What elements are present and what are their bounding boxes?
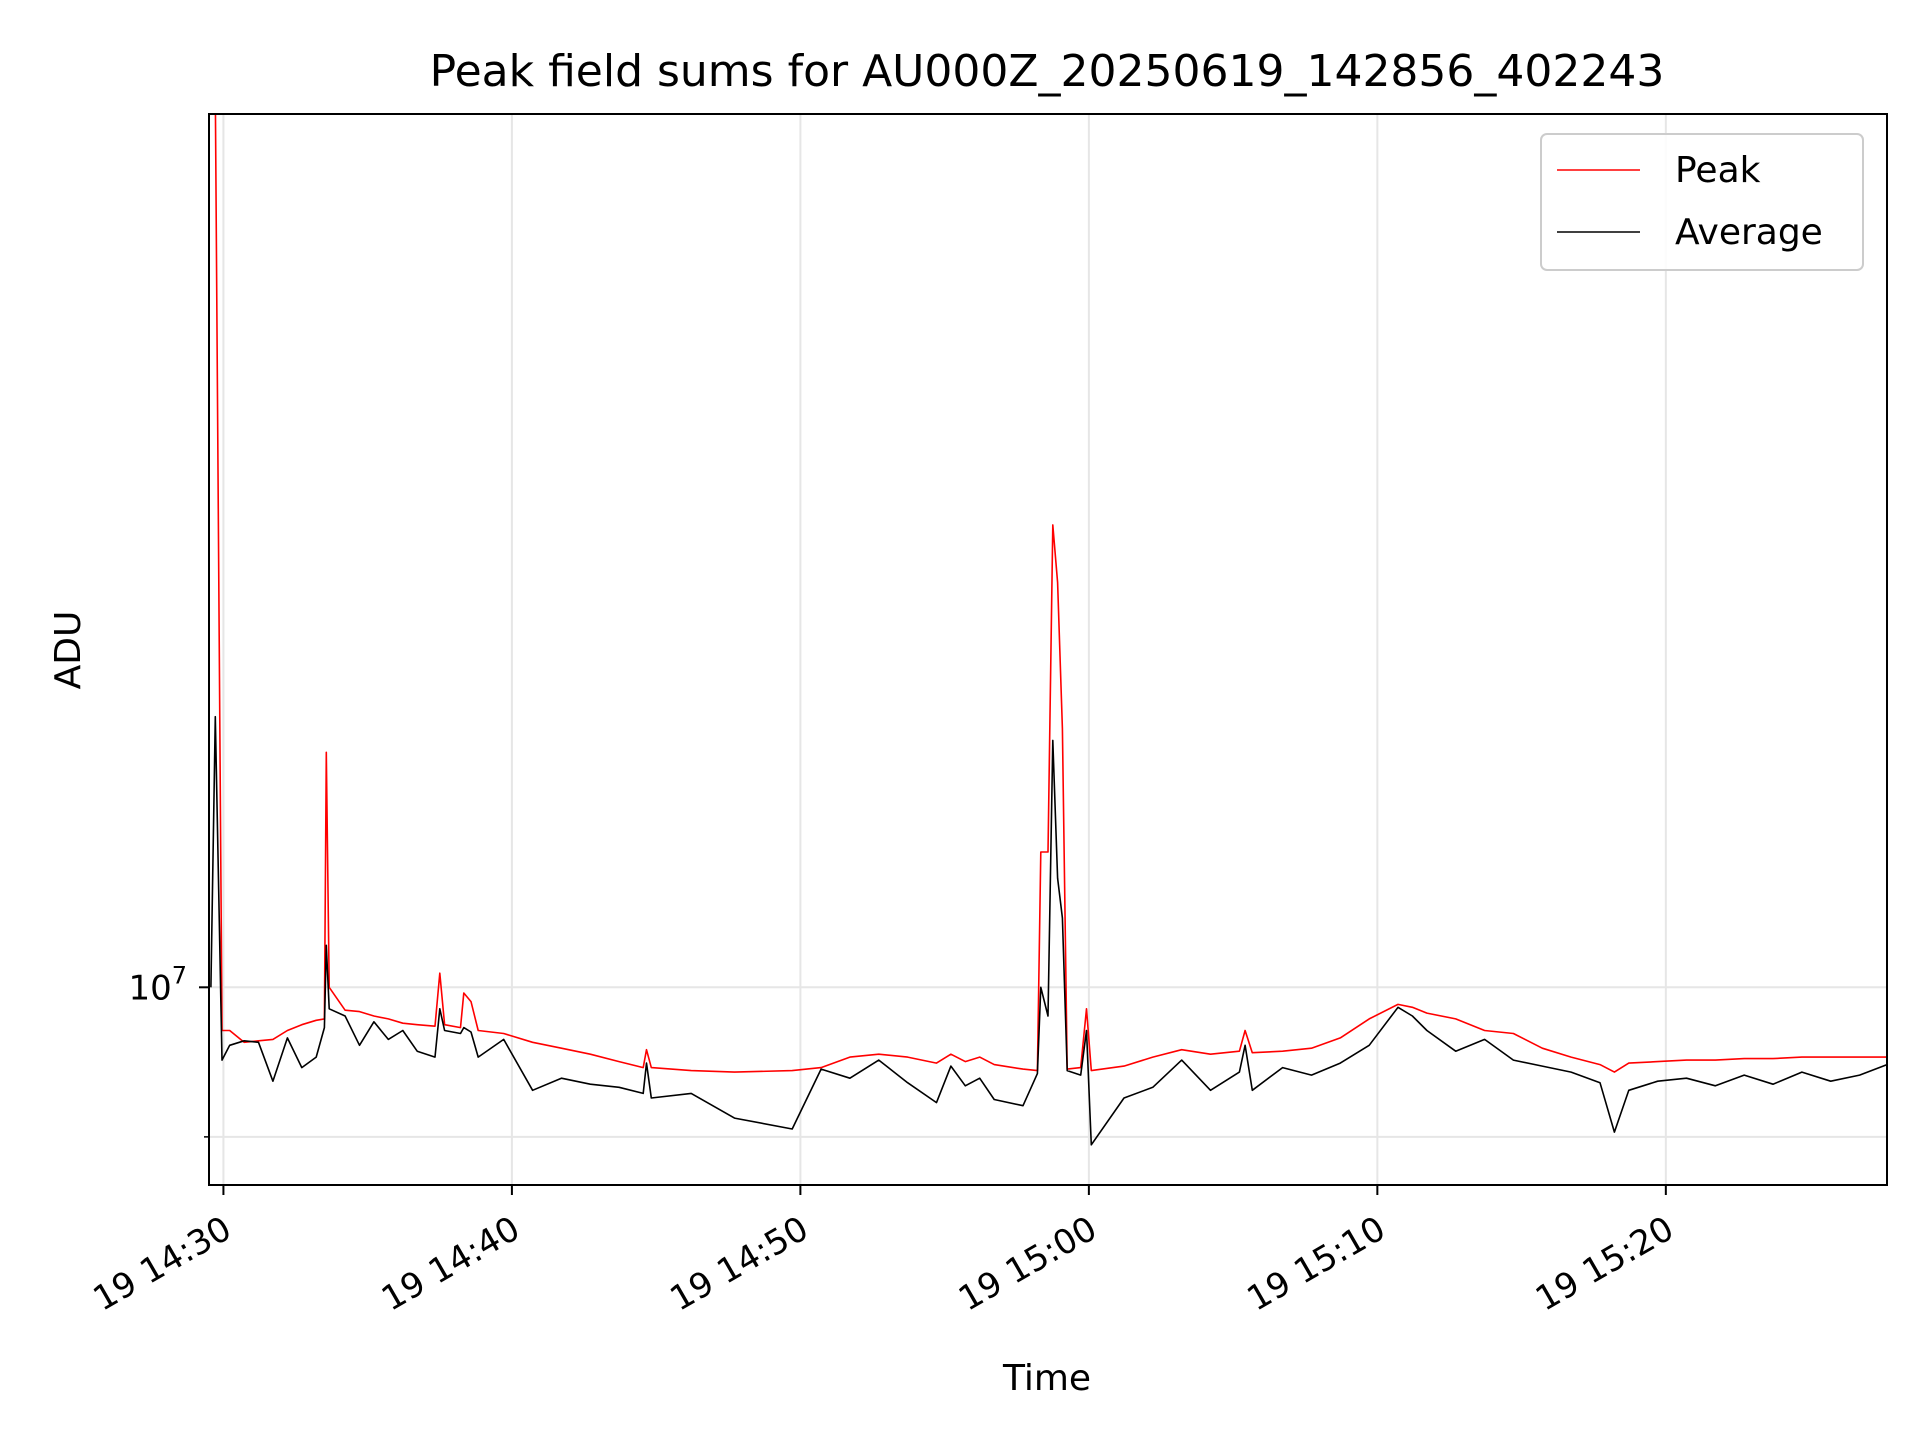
series-lines	[210, 114, 1887, 1146]
plot-frame	[208, 113, 1888, 1186]
legend-label-average: Average	[1675, 212, 1823, 253]
chart-title: Peak field sums for AU000Z_20250619_1428…	[430, 46, 1665, 97]
legend-box	[1540, 133, 1864, 271]
legend-label-peak: Peak	[1675, 150, 1761, 191]
legend: Peak Average	[1540, 133, 1864, 271]
series-line-average	[210, 715, 1887, 1146]
x-axis-label: Time	[1002, 1358, 1091, 1399]
y-axis-label: ADU	[48, 611, 89, 690]
y-tick-label-base: 10	[128, 968, 171, 1008]
grid	[209, 114, 1887, 1185]
y-tick-label: 107	[128, 961, 187, 1008]
y-tick-label-exponent: 7	[172, 961, 187, 989]
series-line-peak	[214, 114, 1887, 1073]
